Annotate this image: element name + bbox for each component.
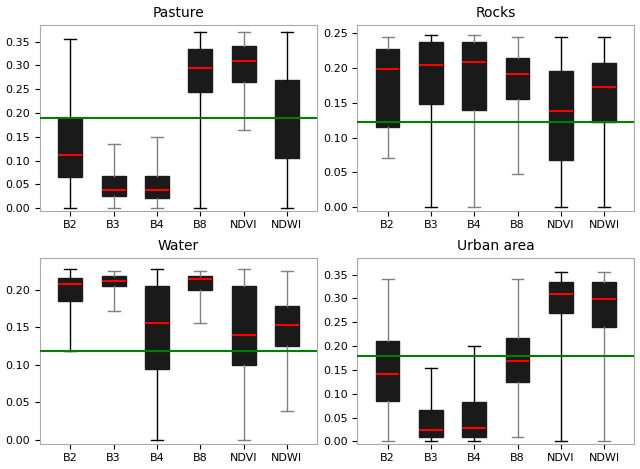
PathPatch shape — [275, 80, 299, 158]
PathPatch shape — [145, 286, 169, 369]
PathPatch shape — [462, 42, 486, 110]
PathPatch shape — [549, 71, 573, 160]
PathPatch shape — [275, 306, 299, 346]
Title: Water: Water — [158, 239, 199, 253]
Title: Urban area: Urban area — [457, 239, 535, 253]
PathPatch shape — [419, 410, 443, 437]
PathPatch shape — [102, 276, 125, 286]
PathPatch shape — [419, 42, 443, 104]
PathPatch shape — [232, 46, 255, 82]
PathPatch shape — [506, 338, 529, 382]
Title: Pasture: Pasture — [153, 6, 205, 20]
PathPatch shape — [376, 341, 399, 401]
PathPatch shape — [462, 402, 486, 437]
Title: Rocks: Rocks — [476, 6, 516, 20]
PathPatch shape — [102, 176, 125, 197]
PathPatch shape — [592, 63, 616, 122]
PathPatch shape — [58, 118, 83, 177]
PathPatch shape — [188, 49, 212, 91]
PathPatch shape — [188, 276, 212, 289]
PathPatch shape — [232, 286, 255, 365]
PathPatch shape — [549, 282, 573, 313]
PathPatch shape — [506, 58, 529, 99]
PathPatch shape — [58, 278, 83, 301]
PathPatch shape — [145, 176, 169, 198]
PathPatch shape — [376, 48, 399, 127]
PathPatch shape — [592, 282, 616, 327]
